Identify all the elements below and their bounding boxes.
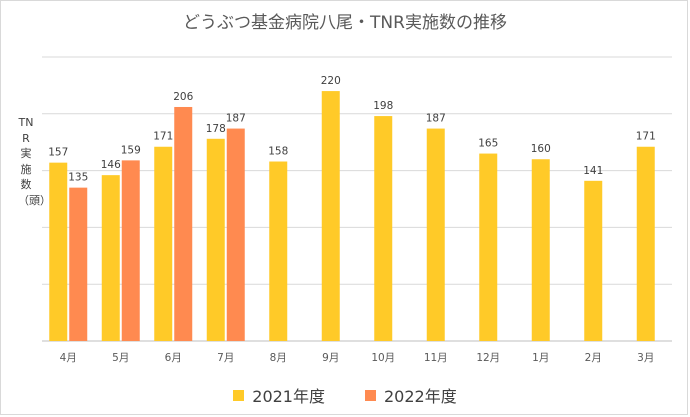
x-tick-label: 1月	[532, 352, 549, 364]
bar-2021	[206, 138, 225, 341]
bar-2021	[154, 146, 173, 341]
bar-2021	[479, 153, 498, 341]
bar-2021	[101, 175, 120, 341]
data-label: 141	[583, 165, 603, 177]
x-tick-label: 9月	[322, 352, 339, 364]
data-label: 187	[426, 113, 446, 125]
data-label: 159	[121, 144, 141, 156]
bar-2022	[226, 128, 245, 341]
bar-2021	[426, 128, 445, 341]
x-tick-label: 5月	[112, 352, 129, 364]
legend-item-2022: 2022年度	[365, 383, 457, 407]
x-tick-label: 11月	[424, 352, 448, 364]
data-label: 158	[268, 146, 288, 158]
data-label: 198	[373, 100, 393, 112]
data-label: 157	[48, 147, 68, 159]
bar-2021	[49, 162, 68, 341]
bar-2022	[69, 187, 88, 341]
data-label: 160	[531, 143, 551, 155]
legend-item-2021: 2021年度	[233, 383, 325, 407]
legend-swatch-2021	[233, 389, 245, 401]
data-label: 165	[478, 138, 498, 150]
data-label: 178	[206, 123, 226, 135]
bar-2022	[174, 106, 193, 341]
x-tick-label: 2月	[585, 352, 602, 364]
chart-legend: 2021年度 2022年度	[0, 383, 690, 407]
x-tick-label: 3月	[637, 352, 654, 364]
bar-2021	[584, 180, 603, 341]
data-label: 206	[173, 91, 193, 103]
bar-2021	[636, 146, 655, 341]
legend-label-2022: 2022年度	[384, 387, 457, 406]
x-tick-label: 6月	[165, 352, 182, 364]
x-tick-label: 7月	[217, 352, 234, 364]
data-label: 187	[226, 113, 246, 125]
data-label: 146	[101, 159, 121, 171]
data-label: 220	[321, 75, 341, 87]
legend-swatch-2022	[365, 389, 376, 401]
x-tick-label: 12月	[476, 352, 500, 364]
bar-2021	[321, 91, 340, 341]
x-tick-label: 8月	[270, 352, 287, 364]
data-label: 171	[153, 131, 173, 143]
bar-2022	[121, 160, 140, 341]
x-tick-label: 10月	[371, 352, 395, 364]
bar-2021	[374, 116, 393, 342]
data-label: 171	[636, 131, 656, 143]
data-label: 135	[68, 172, 88, 184]
bar-2021	[531, 159, 550, 341]
x-tick-label: 4月	[60, 352, 77, 364]
chart-title: どうぶつ基金病院八尾・TNR実施数の推移	[183, 13, 507, 33]
bar-2021	[269, 161, 288, 341]
legend-label-2021: 2021年度	[252, 387, 325, 406]
